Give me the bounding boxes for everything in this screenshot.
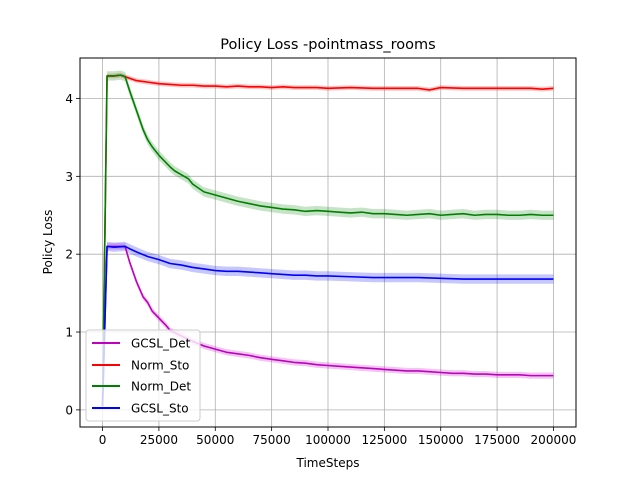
grid <box>80 58 576 427</box>
legend-label-norm-sto: Norm_Sto <box>131 359 189 373</box>
y-tick-label: 3 <box>65 170 73 184</box>
x-tick-label: 25000 <box>140 433 178 447</box>
y-axis-label: Policy Loss <box>41 210 55 275</box>
legend-box <box>85 329 201 422</box>
legend-label-gcsl-det: GCSL_Det <box>131 337 191 351</box>
x-tick-label: 75000 <box>253 433 291 447</box>
y-tick-label: 2 <box>65 248 73 262</box>
x-tick-label: 100000 <box>305 433 351 447</box>
y-tick-label: 1 <box>65 326 73 340</box>
x-axis-label: TimeSteps <box>296 456 360 470</box>
x-tick-label: 175000 <box>474 433 520 447</box>
series-line-norm-det <box>101 74 554 406</box>
series-lines <box>101 74 554 407</box>
x-tick-label: 125000 <box>361 433 407 447</box>
series-line-gcsl-det <box>101 245 554 407</box>
x-tick-label: 150000 <box>418 433 464 447</box>
y-tick-label: 0 <box>65 403 73 417</box>
y-tick-label: 4 <box>65 92 73 106</box>
legend: GCSL_Det Norm_Sto Norm_Det GCSL_Sto <box>85 329 201 422</box>
series-line-gcsl-sto <box>101 245 554 407</box>
axis-ticks: 0 25000 50000 75000 100000 125000 150000 175000… <box>65 92 576 447</box>
x-tick-label: 50000 <box>196 433 234 447</box>
x-tick-label: 200000 <box>531 433 577 447</box>
legend-label-norm-det: Norm_Det <box>131 380 191 394</box>
legend-label-gcsl-sto: GCSL_Sto <box>131 402 189 416</box>
series-line-norm-sto <box>101 74 554 406</box>
x-tick-label: 0 <box>99 433 107 447</box>
chart-title: Policy Loss -pointmass_rooms <box>220 37 435 53</box>
